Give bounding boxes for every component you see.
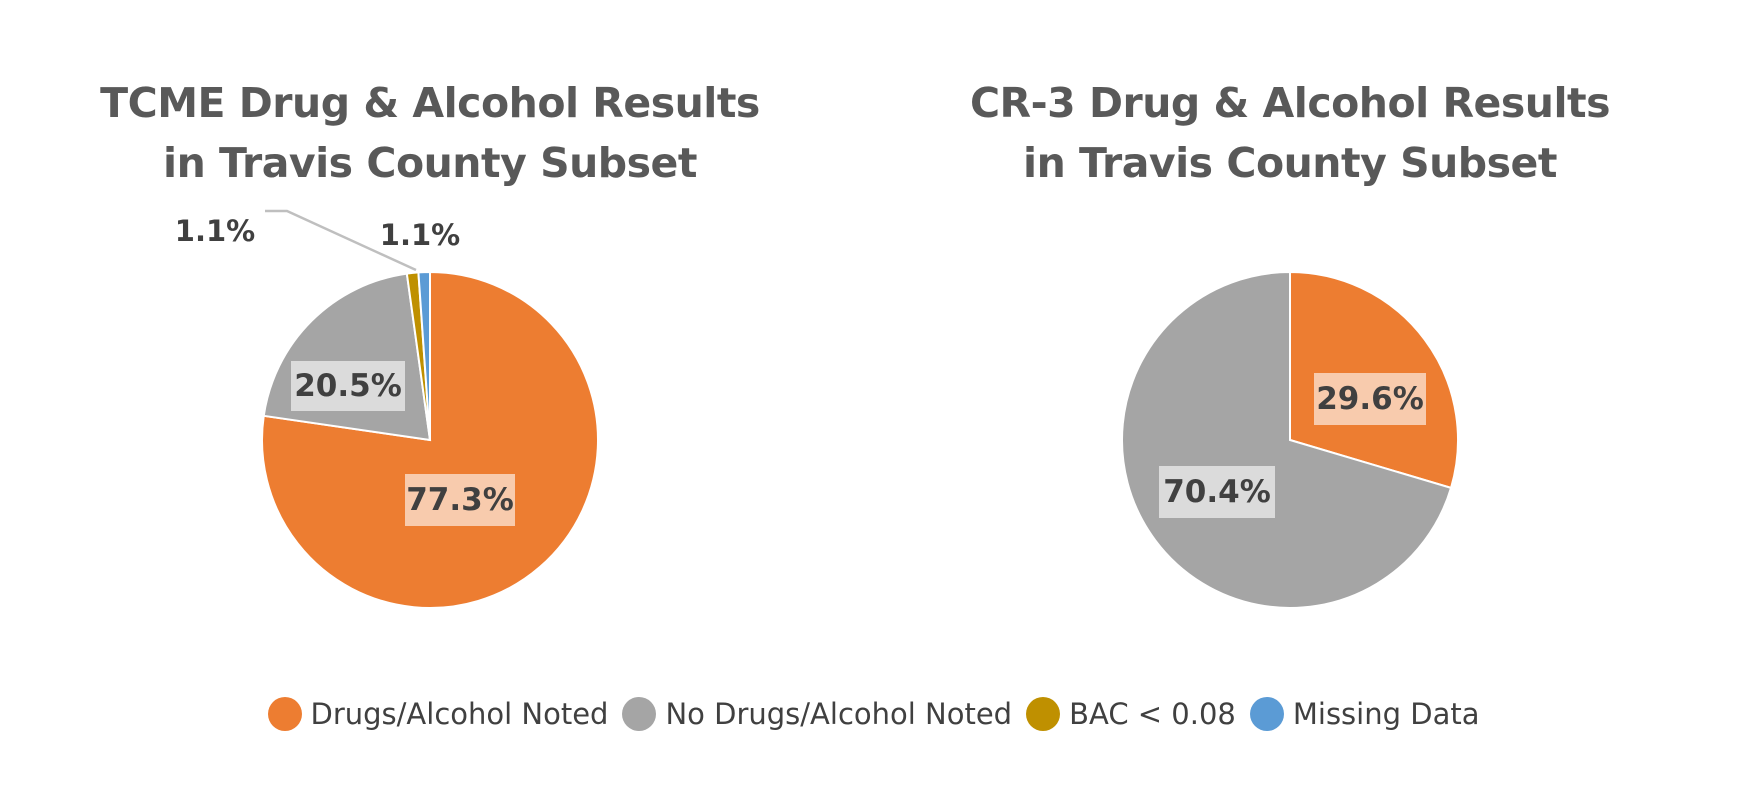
chart-title-tcme: TCME Drug & Alcohol Results in Travis Co…	[60, 73, 800, 193]
legend-label: No Drugs/Alcohol Noted	[665, 697, 1013, 731]
data-label-box	[405, 474, 515, 526]
legend-swatch	[1249, 697, 1284, 731]
legend-item-missing-data: Missing Data	[1249, 697, 1480, 731]
data-label-no-drugs-alcohol-noted: 20.5%	[294, 368, 402, 404]
legend-item-bac: BAC < 0.08	[1026, 697, 1236, 731]
data-label-box	[1159, 466, 1275, 518]
pie-slice-no-drugs-alcohol-noted	[1121, 270, 1453, 609]
data-label-bac-0-08: 1.1%	[175, 214, 255, 248]
chart-title-cr3: CR-3 Drug & Alcohol Results in Travis Co…	[920, 73, 1660, 193]
data-label-missing-data: 1.1%	[380, 218, 460, 252]
legend-label: Missing Data	[1292, 697, 1480, 731]
data-label-box	[291, 361, 405, 411]
legend-swatch	[267, 697, 302, 731]
data-label-drugs-alcohol-noted: 29.6%	[1316, 381, 1424, 417]
data-label-box	[1314, 373, 1426, 425]
chart-title-line-1: TCME Drug & Alcohol Results	[100, 79, 760, 127]
legend-swatch	[1026, 697, 1061, 731]
legend-swatch	[622, 697, 657, 731]
leader-line	[265, 209, 417, 272]
data-label-drugs-alcohol-noted: 77.3%	[406, 482, 514, 518]
legend-label: BAC < 0.08	[1069, 697, 1236, 731]
legend: Drugs/Alcohol Noted No Drugs/Alcohol Not…	[0, 697, 1747, 731]
chart-title-line-2: in Travis County Subset	[163, 139, 697, 187]
data-label-no-drugs-alcohol-noted: 70.4%	[1163, 474, 1271, 510]
legend-item-drugs-alcohol-noted: Drugs/Alcohol Noted	[267, 697, 609, 731]
chart-title-line-2: in Travis County Subset	[1023, 139, 1557, 187]
pie-slice-missing-data	[417, 270, 431, 441]
pie-slice-no-drugs-alcohol-noted	[262, 272, 432, 442]
legend-label: Drugs/Alcohol Noted	[310, 697, 609, 731]
legend-item-no-drugs-alcohol-noted: No Drugs/Alcohol Noted	[622, 697, 1012, 731]
chart-title-line-1: CR-3 Drug & Alcohol Results	[969, 79, 1611, 127]
